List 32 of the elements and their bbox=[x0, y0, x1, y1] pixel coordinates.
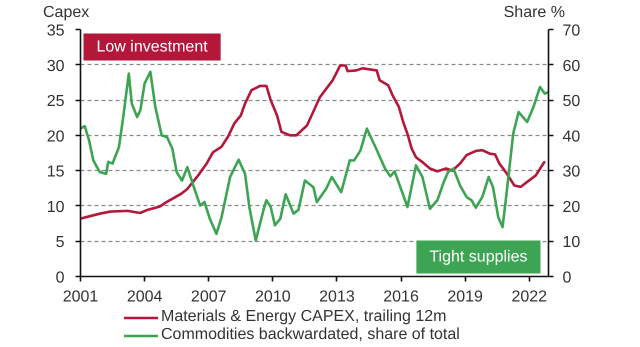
y-tick-label: 25 bbox=[46, 93, 65, 110]
x-tick-label: 2010 bbox=[255, 288, 291, 306]
y-tick-label: 0 bbox=[56, 270, 65, 286]
y-axis-title: Capex bbox=[43, 4, 90, 21]
y2-tick-label: 70 bbox=[562, 22, 580, 40]
y2-tick-label: 10 bbox=[562, 234, 580, 252]
x-tick-label: 2019 bbox=[447, 288, 484, 306]
y-tick-label: 30 bbox=[46, 58, 65, 75]
x-tick-label: 2022 bbox=[511, 288, 548, 306]
y2-tick-label: 60 bbox=[562, 58, 580, 75]
x-tick-label: 2013 bbox=[319, 288, 355, 306]
annotation: Low investment bbox=[96, 38, 208, 56]
y2-tick-label: 50 bbox=[562, 93, 580, 110]
x-tick-label: 2016 bbox=[383, 288, 419, 306]
x-tick-label: 2007 bbox=[190, 288, 227, 306]
annotation: Tight supplies bbox=[429, 248, 528, 266]
y-tick-label: 10 bbox=[46, 198, 65, 216]
x-tick-label: 2001 bbox=[62, 288, 98, 306]
y-tick-label: 20 bbox=[46, 128, 65, 146]
x-tick-label: 2004 bbox=[126, 288, 163, 306]
line-series bbox=[80, 70, 548, 242]
legend-label: Materials & Energy CAPEX, trailing 12m bbox=[161, 308, 446, 326]
y2-tick-label: 20 bbox=[562, 198, 580, 216]
y2-tick-label: 40 bbox=[562, 128, 580, 146]
y2-tick-label: 30 bbox=[562, 164, 580, 181]
legend-label: Commodities backwardated, share of total bbox=[161, 326, 460, 344]
y-tick-label: 15 bbox=[46, 164, 65, 181]
y-tick-label: 35 bbox=[46, 22, 65, 40]
line-series bbox=[80, 64, 546, 220]
y-tick-label: 5 bbox=[56, 234, 65, 252]
y2-tick-label: 0 bbox=[562, 270, 572, 286]
y2-axis-title: Share % bbox=[504, 4, 565, 21]
